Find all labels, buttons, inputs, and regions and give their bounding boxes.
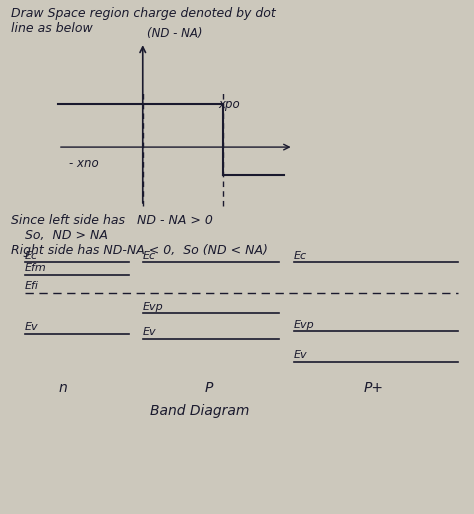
Text: Ec: Ec [25,251,38,261]
Text: Evp: Evp [293,320,314,329]
Text: Ev: Ev [293,350,307,360]
Text: (ND - NA): (ND - NA) [147,27,203,40]
Text: P+: P+ [364,381,383,395]
Text: Right side has ND-NA < 0,  So (ND < NA): Right side has ND-NA < 0, So (ND < NA) [11,244,268,257]
Text: Efm: Efm [25,263,47,273]
Text: P: P [205,381,213,395]
Text: Since left side has   ND - NA > 0: Since left side has ND - NA > 0 [11,213,213,227]
Text: Draw Space region charge denoted by dot
line as below: Draw Space region charge denoted by dot … [11,7,275,34]
Text: n: n [58,381,67,395]
Text: Band Diagram: Band Diagram [150,404,249,418]
Text: So,  ND > NA: So, ND > NA [25,229,108,242]
Text: xpo: xpo [218,98,240,112]
Text: Ec: Ec [293,251,307,261]
Text: Ec: Ec [143,251,156,261]
Text: Efi: Efi [25,281,39,291]
Text: Ev: Ev [143,327,156,337]
Text: Evp: Evp [143,302,164,311]
Text: Ev: Ev [25,322,38,332]
Text: - xno: - xno [69,157,99,170]
